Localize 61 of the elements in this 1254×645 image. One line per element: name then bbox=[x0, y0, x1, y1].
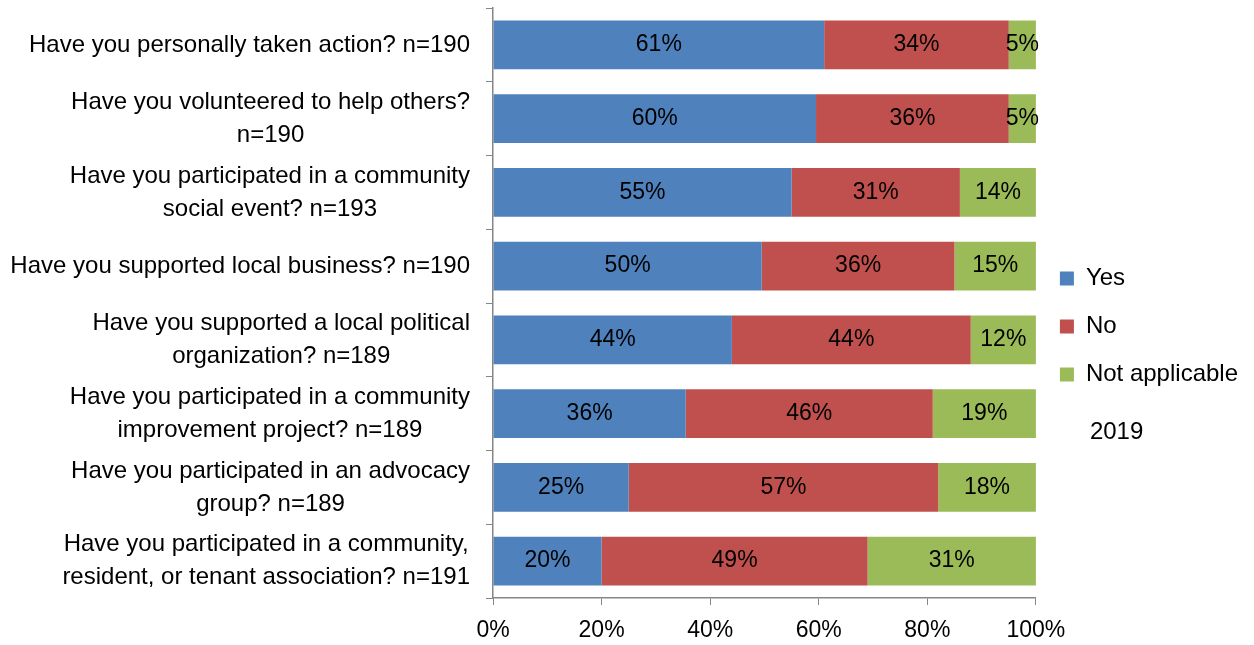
bar bbox=[493, 463, 629, 512]
data-label: 31% bbox=[852, 177, 899, 204]
y-tick-label: Have you personally taken action? n=190 bbox=[29, 29, 470, 57]
bar bbox=[959, 168, 1036, 217]
y-tick-label: Have you supported a local political organization? n=189 bbox=[92, 308, 470, 368]
bar bbox=[816, 94, 1009, 143]
bar bbox=[493, 168, 792, 217]
bar bbox=[493, 20, 825, 70]
bar bbox=[601, 536, 868, 586]
data-label: 19% bbox=[961, 398, 1008, 425]
bar bbox=[938, 463, 1036, 512]
text: 2019 bbox=[1089, 417, 1144, 445]
data-label: 31% bbox=[928, 546, 975, 573]
data-label: 57% bbox=[760, 472, 807, 499]
data-label: 36% bbox=[566, 398, 613, 425]
legend-label: No bbox=[1085, 311, 1117, 339]
x-tick-label: 80% bbox=[904, 616, 951, 643]
bar bbox=[493, 94, 817, 143]
bar bbox=[493, 315, 732, 365]
data-label: 44% bbox=[589, 325, 636, 352]
legend-label: Yes bbox=[1085, 263, 1126, 291]
x-tick-label: 20% bbox=[578, 616, 625, 643]
bar bbox=[761, 241, 955, 291]
data-label: 14% bbox=[974, 177, 1021, 204]
y-tick-label: Have you volunteered to help others? n=190 bbox=[71, 86, 470, 147]
data-label: 44% bbox=[828, 325, 875, 352]
data-label: 20% bbox=[524, 546, 571, 573]
x-tick-label: 0% bbox=[476, 616, 510, 643]
bar bbox=[867, 536, 1036, 586]
y-tick-label: Have you supported local business? n=190 bbox=[10, 250, 471, 278]
data-label: 15% bbox=[972, 251, 1019, 278]
bar bbox=[731, 315, 971, 365]
data-label: 18% bbox=[964, 472, 1011, 499]
y-tick-label: Have you participated in a community social event? n=193 bbox=[69, 160, 470, 221]
data-label: 60% bbox=[631, 103, 678, 130]
data-label: 49% bbox=[711, 546, 758, 573]
data-label: 46% bbox=[786, 398, 833, 425]
y-tick-label: Have you participated in a community, resident, or tenant association? n=191 bbox=[62, 529, 471, 590]
data-label: 61% bbox=[635, 30, 682, 57]
bar bbox=[493, 389, 686, 438]
data-label: 36% bbox=[889, 103, 936, 130]
legend-label: Not applicable bbox=[1085, 359, 1239, 387]
data-label: 36% bbox=[835, 251, 882, 278]
bar bbox=[932, 389, 1036, 438]
bar bbox=[954, 241, 1036, 291]
bar bbox=[791, 168, 960, 217]
bar bbox=[628, 463, 939, 512]
x-tick-label: 40% bbox=[687, 616, 734, 643]
bar bbox=[685, 389, 933, 438]
y-tick-label: Have you participated in an advocacy group? n=189 bbox=[71, 455, 470, 516]
x-tick-label: 100% bbox=[1006, 616, 1066, 643]
data-label: 25% bbox=[538, 472, 585, 499]
bar bbox=[824, 20, 1009, 70]
x-tick-label: 60% bbox=[795, 616, 842, 643]
data-label: 50% bbox=[604, 251, 651, 278]
bar bbox=[493, 536, 602, 586]
data-label: 55% bbox=[619, 177, 666, 204]
data-label: 12% bbox=[980, 325, 1027, 352]
y-tick-label: Have you participated in a community improvement project? n=189 bbox=[69, 381, 470, 442]
bar bbox=[493, 241, 762, 291]
data-label: 34% bbox=[893, 30, 940, 57]
